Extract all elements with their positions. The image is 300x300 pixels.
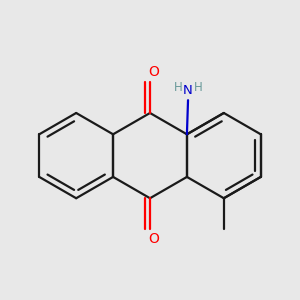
Text: H: H bbox=[174, 81, 182, 94]
Text: N: N bbox=[183, 84, 193, 98]
Text: O: O bbox=[148, 232, 159, 246]
Text: H: H bbox=[194, 81, 203, 94]
Text: O: O bbox=[148, 65, 159, 79]
